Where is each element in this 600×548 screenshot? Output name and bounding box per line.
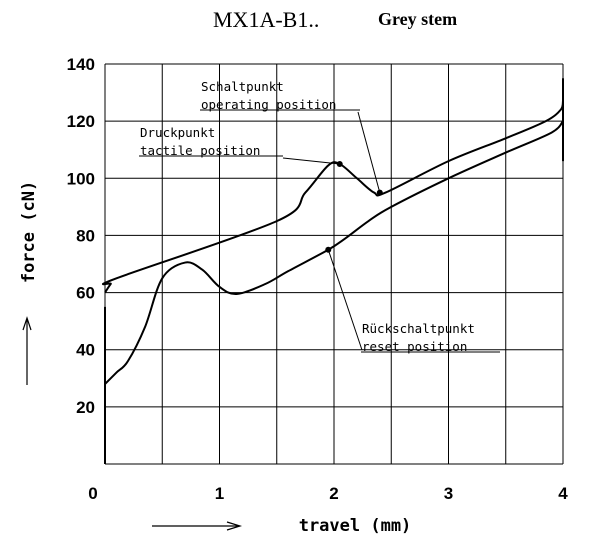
x-tick-label: 1 xyxy=(215,484,224,503)
curves xyxy=(101,78,564,464)
tick-labels: 20 40 60 80 100 120 140 0 1 2 3 4 xyxy=(67,55,569,503)
annotation-leader xyxy=(282,157,340,165)
y-tick-label: 140 xyxy=(67,55,95,74)
y-tick-label: 80 xyxy=(76,226,95,245)
y-tick-label: 120 xyxy=(67,112,95,131)
annotation-text: Druckpunkt xyxy=(140,125,215,140)
y-tick-label: 40 xyxy=(76,341,95,360)
chart-subtitle: Grey stem xyxy=(378,9,457,29)
chart-title: MX1A-B1.. xyxy=(213,7,319,32)
tactile-point-annotation: Druckpunkt tactile position xyxy=(139,125,343,167)
annotation-text: Schaltpunkt xyxy=(201,79,284,94)
annotation-text: tactile position xyxy=(140,143,260,158)
annotation-marker xyxy=(376,189,383,196)
x-tick-label: 2 xyxy=(329,484,338,503)
x-tick-label: 3 xyxy=(444,484,453,503)
y-direction-arrow xyxy=(22,316,32,385)
x-axis-label: travel (mm) xyxy=(299,516,412,536)
annotation-text: operating position xyxy=(201,97,336,112)
reset-point-annotation: Rückschaltpunkt reset position xyxy=(325,246,500,354)
x-tick-label: 0 xyxy=(88,484,97,503)
y-tick-label: 20 xyxy=(76,398,95,417)
annotation-marker xyxy=(336,161,343,167)
y-tick-label: 100 xyxy=(67,169,95,188)
annotation-text: Rückschaltpunkt xyxy=(362,321,475,336)
y-tick-label: 60 xyxy=(76,284,95,303)
operating-point-annotation: Schaltpunkt operating position xyxy=(200,79,383,196)
y-axis-label: force (cN) xyxy=(19,181,39,283)
return-curve xyxy=(104,120,564,385)
annotation-leader xyxy=(357,111,381,193)
annotation-marker xyxy=(325,246,332,253)
annotations: Schaltpunkt operating position Druckpunkt t… xyxy=(139,79,500,354)
x-direction-arrow xyxy=(152,521,243,531)
grid xyxy=(104,63,564,465)
x-tick-label: 4 xyxy=(558,484,568,503)
annotation-text: reset position xyxy=(362,339,467,354)
annotation-leader xyxy=(327,249,363,351)
actuation-curve xyxy=(101,100,564,294)
